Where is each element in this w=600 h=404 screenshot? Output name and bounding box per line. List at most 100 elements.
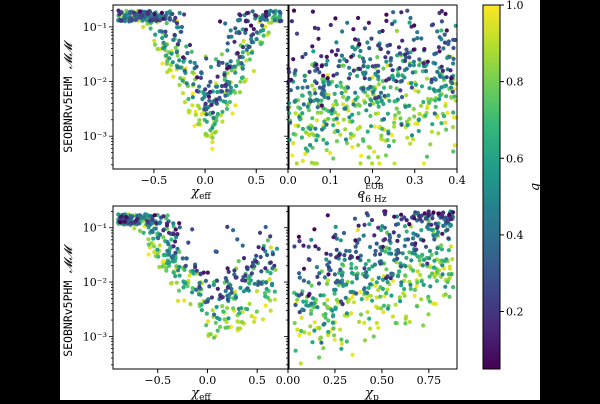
data-point — [354, 291, 359, 296]
row-label-top-model: SEOBNRv5EHM — [61, 77, 75, 153]
data-point — [421, 161, 427, 166]
data-point — [384, 59, 389, 64]
data-point — [337, 270, 342, 275]
data-point — [325, 278, 330, 283]
data-point — [336, 112, 341, 117]
data-point — [193, 264, 198, 270]
data-point — [309, 283, 314, 288]
data-point — [161, 16, 166, 21]
data-point — [391, 138, 396, 144]
data-point — [213, 130, 218, 135]
data-point — [254, 30, 259, 35]
data-point — [141, 24, 146, 30]
data-point — [351, 300, 357, 305]
data-point — [418, 103, 424, 108]
data-point — [368, 244, 373, 250]
data-point — [334, 297, 339, 302]
data-point — [129, 220, 134, 225]
data-point — [362, 266, 367, 271]
data-point — [339, 346, 344, 351]
data-point — [194, 64, 199, 69]
data-point — [329, 111, 334, 116]
data-point — [343, 295, 348, 300]
data-point — [312, 227, 317, 232]
data-point — [332, 337, 337, 342]
data-point — [116, 212, 121, 217]
data-point — [396, 110, 401, 115]
data-point — [160, 264, 165, 269]
data-point — [143, 212, 148, 217]
data-point — [443, 292, 448, 297]
data-point — [444, 28, 449, 33]
data-point — [451, 210, 456, 215]
data-point — [354, 276, 359, 281]
data-point — [350, 45, 355, 50]
data-point — [203, 278, 208, 283]
data-point — [433, 221, 438, 226]
data-point — [181, 55, 186, 60]
data-point — [235, 51, 240, 56]
data-point — [431, 210, 436, 215]
data-point — [306, 293, 311, 298]
data-point — [317, 325, 322, 330]
data-point — [210, 135, 215, 140]
data-point — [391, 10, 396, 15]
data-point — [366, 285, 371, 290]
data-point — [421, 323, 426, 328]
data-point — [356, 223, 361, 228]
data-point — [214, 249, 219, 254]
data-point — [314, 265, 319, 270]
data-point — [176, 268, 181, 273]
data-point — [180, 78, 185, 83]
data-point — [431, 87, 436, 92]
data-point — [363, 100, 368, 105]
data-point — [379, 228, 384, 233]
data-point — [210, 139, 215, 145]
data-point — [268, 260, 273, 265]
data-point — [444, 257, 449, 262]
data-point — [389, 74, 394, 79]
data-point — [304, 299, 309, 304]
data-point — [161, 228, 166, 233]
data-point — [122, 16, 127, 21]
panel-bottom-left-xlabel: χeff — [190, 386, 211, 400]
data-point — [361, 138, 366, 143]
data-point — [246, 51, 251, 56]
data-point — [117, 12, 122, 17]
data-point — [301, 102, 306, 107]
data-point — [334, 52, 339, 57]
data-point — [372, 149, 377, 154]
data-point — [301, 278, 306, 283]
data-point — [358, 161, 363, 166]
data-point — [335, 278, 340, 283]
data-point — [368, 326, 373, 331]
data-point — [441, 75, 446, 80]
data-point — [362, 274, 368, 279]
data-point — [206, 94, 212, 99]
data-point — [238, 79, 243, 84]
data-point — [220, 84, 225, 89]
data-point — [448, 217, 453, 222]
data-point — [325, 304, 330, 309]
data-point — [387, 238, 392, 243]
data-point — [237, 54, 242, 60]
data-point — [403, 273, 408, 278]
data-point — [314, 62, 319, 67]
data-point — [439, 19, 444, 24]
data-point — [268, 271, 273, 276]
data-point — [438, 74, 443, 79]
data-point — [444, 127, 449, 132]
data-point — [239, 61, 244, 66]
data-point — [331, 156, 336, 161]
data-point — [226, 34, 231, 40]
data-point — [376, 74, 381, 79]
data-point — [245, 11, 250, 16]
data-point — [332, 91, 337, 96]
data-point — [189, 49, 194, 54]
data-point — [214, 101, 219, 106]
x-tick-label: 0.0 — [196, 174, 214, 187]
data-point — [270, 252, 275, 257]
data-point — [193, 287, 198, 292]
data-point — [375, 55, 380, 60]
data-point — [414, 284, 419, 289]
